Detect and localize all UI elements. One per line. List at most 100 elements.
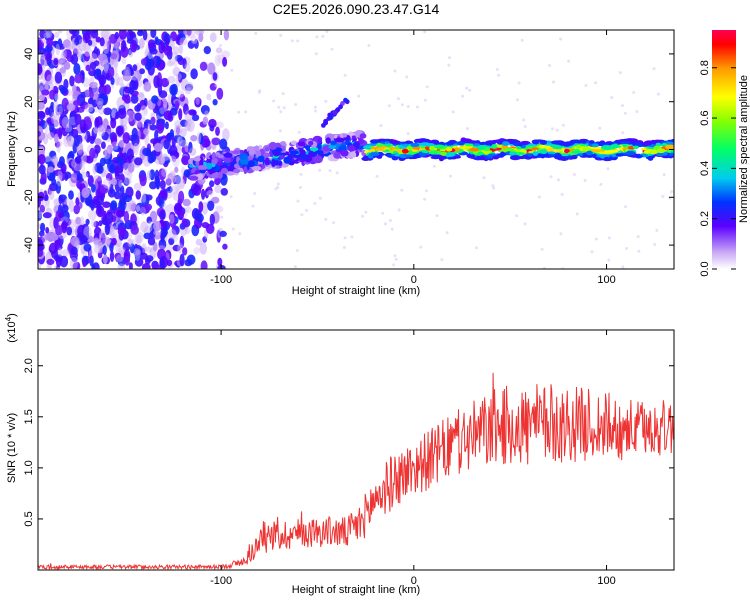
heatmap-cell — [324, 99, 328, 103]
heatmap-cell — [342, 246, 346, 249]
heatmap-cell — [221, 167, 228, 174]
heatmap-cell — [204, 188, 210, 199]
heatmap-cell — [539, 149, 548, 154]
heatmap-cell — [100, 30, 110, 38]
heatmap-cell — [93, 237, 100, 245]
heatmap-cell — [84, 103, 94, 113]
heatmap-cell — [144, 132, 149, 146]
heatmap-cell — [290, 140, 298, 146]
heatmap-cell — [112, 145, 122, 153]
heatmap-cell — [647, 155, 654, 161]
heatmap-cell — [221, 50, 231, 59]
heatmap-cell — [188, 109, 197, 116]
heatmap-cell — [656, 148, 666, 154]
heatmap-cell — [60, 86, 67, 95]
heatmap-cell — [89, 89, 94, 101]
heatmap-cell — [99, 53, 108, 67]
heatmap-cell — [496, 144, 503, 148]
heatmap-cell — [149, 169, 156, 181]
heatmap-cell — [154, 129, 159, 141]
heatmap-cell — [555, 128, 559, 132]
heatmap-cell — [465, 86, 469, 90]
heatmap-cell — [424, 138, 431, 144]
heatmap-cell — [166, 186, 173, 193]
heatmap-cell — [387, 104, 391, 108]
heatmap-cell — [509, 139, 518, 143]
heatmap-cell — [80, 154, 87, 164]
heatmap-cell — [188, 175, 199, 181]
heatmap-cell — [188, 141, 193, 154]
heatmap-cell — [105, 30, 112, 38]
heatmap-cell — [69, 257, 78, 269]
heatmap-cell — [397, 208, 401, 212]
heatmap-cell — [389, 219, 392, 222]
heatmap-cell — [81, 234, 88, 245]
heatmap-cell — [138, 38, 145, 50]
heatmap-cell — [343, 73, 347, 77]
heatmap-cell — [172, 233, 178, 242]
heatmap-cell — [75, 216, 82, 225]
heatmap-cell — [97, 241, 104, 254]
heatmap-cell — [268, 141, 278, 150]
heatmap-cell — [369, 139, 379, 144]
heatmap-cell — [110, 117, 117, 129]
heatmap-cell — [56, 174, 63, 187]
heatmap-cell — [38, 101, 45, 110]
heatmap-cell — [207, 200, 215, 211]
heatmap-cell — [182, 156, 188, 165]
heatmap-cell — [477, 145, 484, 151]
snr-y-tick-label: 1.5 — [23, 409, 35, 424]
heatmap-cell — [154, 143, 163, 152]
colorbar-tick-label: 0.4 — [699, 161, 711, 176]
heatmap-cell — [202, 236, 208, 243]
snr-y-tick-label: 1.0 — [23, 460, 35, 475]
heatmap-cell — [183, 103, 189, 115]
heatmap-cell — [334, 137, 345, 143]
heatmap-cell — [110, 226, 115, 239]
heatmap-cell — [482, 176, 486, 180]
heatmap-cell — [391, 140, 401, 145]
heatmap-cell — [122, 40, 126, 51]
heatmap-cell — [554, 154, 563, 159]
heatmap-cell — [79, 119, 87, 133]
heatmap-cell — [206, 93, 212, 101]
heatmap-cell — [161, 168, 168, 177]
heatmap-cell — [652, 67, 656, 71]
heatmap-cell — [40, 118, 44, 127]
heatmap-cell — [540, 247, 544, 251]
heatmap-cell — [440, 258, 444, 262]
heatmap-cell — [308, 140, 314, 146]
heatmap-cell — [135, 249, 141, 262]
heatmap-cell — [74, 38, 80, 46]
heatmap-cell — [383, 222, 387, 226]
heatmap-cell — [361, 214, 365, 218]
heatmap-cell — [281, 92, 285, 96]
heatmap-cell — [44, 197, 50, 211]
heatmap-cell — [55, 181, 61, 194]
heatmap-cell — [44, 194, 49, 202]
heatmap-cell — [229, 195, 233, 199]
heatmap-cell — [68, 219, 76, 228]
heatmap-cell — [190, 135, 198, 142]
heatmap-cell — [438, 156, 444, 162]
heatmap-cell — [89, 81, 98, 89]
heatmap-cell — [550, 140, 562, 145]
heatmap-cell — [105, 211, 114, 225]
heatmap-cell — [429, 145, 436, 151]
heatmap-cell — [575, 144, 582, 149]
heatmap-cell — [230, 68, 234, 72]
heatmap-cell — [179, 235, 185, 249]
heatmap-cell — [185, 206, 192, 213]
heatmap-cell — [215, 126, 220, 136]
heatmap-cell — [219, 44, 222, 47]
heatmap-cell — [279, 154, 285, 159]
heatmap-cell — [180, 128, 187, 137]
heatmap-y-tick-label: 40 — [23, 48, 35, 60]
heatmap-cell — [548, 153, 555, 157]
heatmap-cell — [182, 198, 191, 207]
heatmap-cells — [38, 30, 674, 269]
heatmap-cell — [381, 211, 385, 215]
heatmap-cell — [110, 53, 118, 60]
heatmap-cell — [174, 175, 181, 185]
heatmap-cell — [211, 196, 220, 204]
